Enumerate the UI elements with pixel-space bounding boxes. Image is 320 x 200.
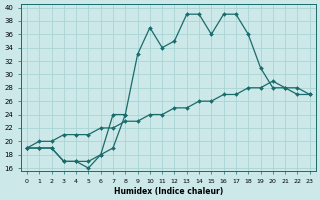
X-axis label: Humidex (Indice chaleur): Humidex (Indice chaleur) <box>114 187 223 196</box>
